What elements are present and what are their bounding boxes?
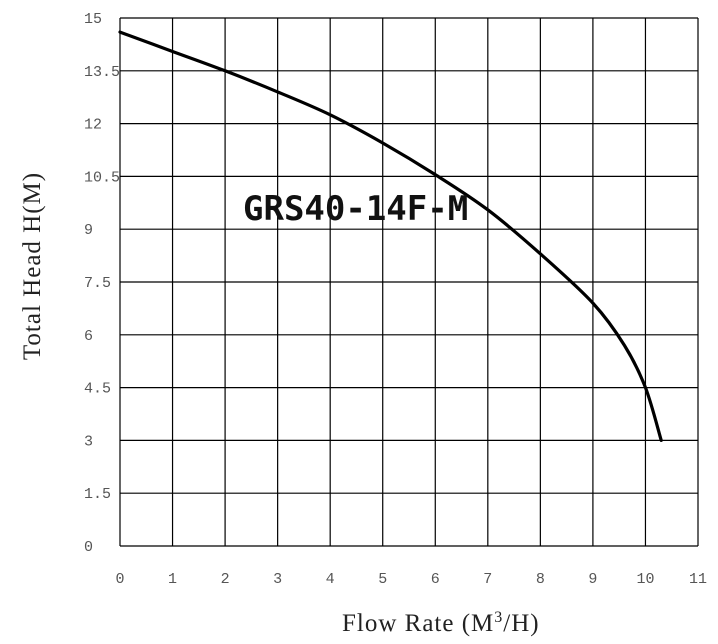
x-axis-title-tail: /H) — [503, 610, 539, 637]
y-axis-title: Total Head H(M) — [19, 172, 46, 360]
series-line-0 — [118, 30, 663, 442]
x-axis-title-superscript: 3 — [494, 609, 503, 626]
x-tick-label: 8 — [536, 571, 545, 588]
y-tick-labels: 0 1.5 3 4.5 6 7.5 9 10.5 12 13.5 15 — [84, 11, 120, 556]
x-axis-title: Flow Rate (M3/H) — [342, 609, 540, 637]
x-tick-label: 4 — [326, 571, 335, 588]
y-tick-label: 15 — [84, 11, 102, 28]
x-tick-labels: 0 1 2 3 4 5 6 7 8 9 10 11 — [115, 571, 707, 588]
x-tick-label: 3 — [273, 571, 282, 588]
x-tick-label: 9 — [588, 571, 597, 588]
y-tick-label: 9 — [84, 222, 93, 239]
x-tick-label: 5 — [378, 571, 387, 588]
y-tick-label: 0 — [84, 539, 93, 556]
y-tick-label: 4.5 — [84, 381, 111, 398]
y-tick-label: 7.5 — [84, 275, 111, 292]
x-tick-label: 2 — [221, 571, 230, 588]
y-tick-label: 12 — [84, 117, 102, 134]
y-tick-label: 3 — [84, 433, 93, 450]
y-tick-label: 1.5 — [84, 486, 111, 503]
x-tick-label: 6 — [431, 571, 440, 588]
x-tick-label: 1 — [168, 571, 177, 588]
x-axis-title-main: Flow Rate (M — [342, 610, 494, 637]
x-tick-label: 7 — [483, 571, 492, 588]
x-tick-label: 11 — [689, 571, 707, 588]
x-tick-label: 10 — [636, 571, 654, 588]
y-tick-label: 10.5 — [84, 169, 120, 186]
model-annotation: GRS40-14F-M — [243, 189, 468, 229]
x-tick-label: 0 — [115, 571, 124, 588]
series-layer — [118, 30, 663, 442]
y-tick-label: 6 — [84, 328, 93, 345]
y-tick-label: 13.5 — [84, 64, 120, 81]
grid — [119, 17, 699, 547]
